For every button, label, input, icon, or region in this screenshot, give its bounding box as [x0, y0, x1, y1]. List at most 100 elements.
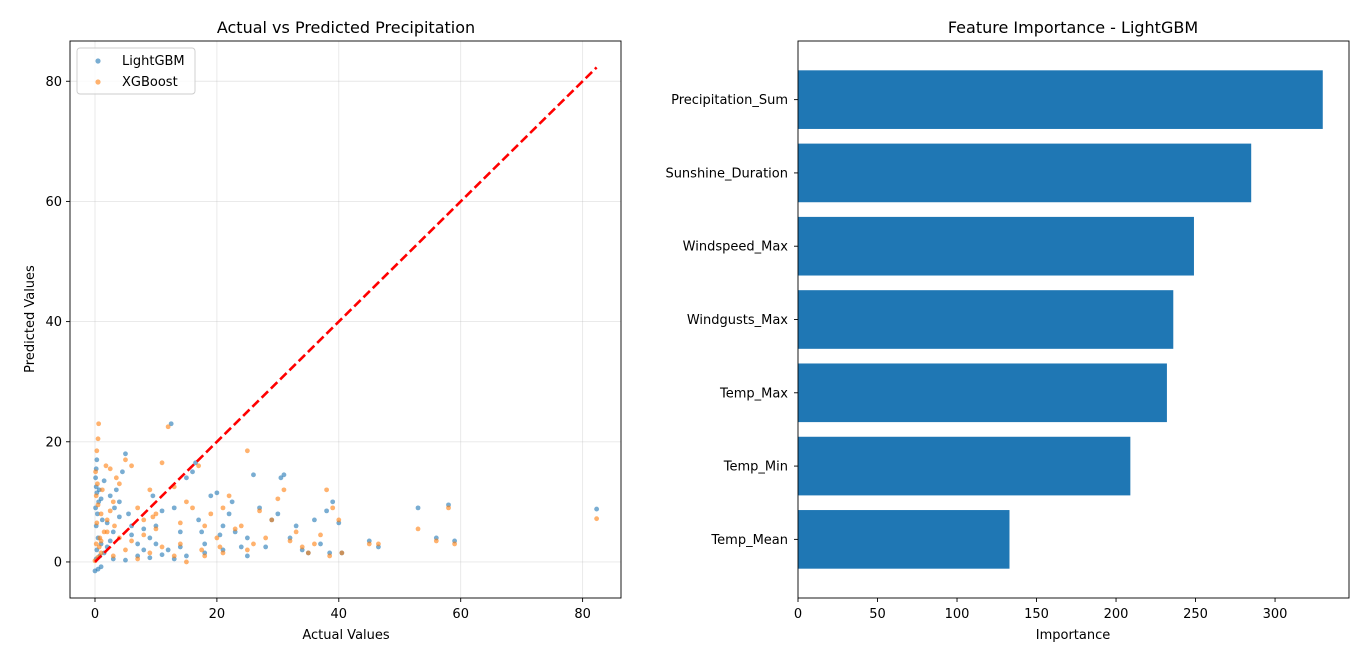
scatter-point — [251, 541, 256, 547]
scatter-point — [99, 487, 105, 493]
scatter-point — [263, 544, 269, 550]
scatter-point — [135, 541, 141, 547]
legend-marker-xgboost — [95, 79, 101, 85]
bar-windgusts-max — [798, 290, 1174, 349]
scatter-point — [113, 487, 119, 493]
scatter-point — [112, 505, 117, 511]
scatter-point — [94, 448, 100, 454]
bar-temp-mean — [798, 510, 1010, 569]
scatter-point — [159, 544, 165, 550]
scatter-point — [95, 511, 100, 517]
scatter-point — [98, 538, 104, 544]
bar-x-tick-label: 150 — [1024, 607, 1049, 622]
scatter-point — [184, 499, 189, 505]
scatter-point — [433, 538, 439, 544]
scatter-point — [141, 526, 147, 532]
bar-series — [798, 70, 1323, 569]
scatter-point — [95, 436, 101, 442]
scatter-x-label: Actual Values — [302, 628, 390, 643]
scatter-point — [107, 466, 113, 472]
scatter-point — [196, 517, 202, 523]
bar-category-label: Temp_Min — [723, 460, 788, 475]
series-lightgbm — [92, 421, 600, 574]
scatter-point — [251, 472, 256, 478]
scatter-point — [269, 517, 275, 523]
scatter-point — [217, 532, 223, 538]
scatter-point — [177, 541, 183, 547]
scatter-point — [257, 508, 262, 514]
scatter-point — [244, 448, 250, 454]
bar-category-label: Temp_Max — [719, 386, 788, 401]
scatter-point — [244, 535, 250, 541]
scatter-x-tick-label: 20 — [209, 607, 226, 622]
bar-x-tick-label: 300 — [1263, 607, 1288, 622]
scatter-point — [141, 532, 147, 538]
scatter-point — [220, 523, 226, 529]
scatter-point — [281, 487, 287, 493]
bar-category-label: Windgusts_Max — [687, 313, 788, 328]
scatter-point — [150, 514, 156, 520]
scatter-point — [98, 550, 104, 556]
scatter-point — [126, 511, 131, 517]
scatter-point — [193, 460, 198, 466]
scatter-point — [312, 517, 317, 523]
scatter-point — [116, 499, 122, 505]
scatter-point — [177, 529, 183, 535]
bar-subplot: Feature Importance - LightGBM 0 50 100 150 2… — [665, 18, 1350, 643]
bar-title: Feature Importance - LightGBM — [948, 18, 1198, 37]
scatter-point — [202, 553, 208, 559]
scatter-point — [229, 499, 235, 505]
scatter-y-tick-label: 20 — [45, 435, 62, 450]
scatter-point — [244, 547, 250, 553]
bar-sunshine-duration — [798, 143, 1252, 203]
scatter-point — [107, 493, 113, 499]
scatter-x-tick-label: 80 — [574, 607, 591, 622]
scatter-point — [103, 463, 109, 469]
bar-x-ticks: 0 50 100 150 200 250 300 — [794, 598, 1288, 622]
scatter-point — [123, 451, 128, 457]
scatter-point — [112, 523, 117, 529]
scatter-point — [415, 505, 421, 511]
scatter-point — [324, 508, 330, 514]
scatter-point — [95, 481, 100, 487]
scatter-x-tick-label: 40 — [331, 607, 348, 622]
scatter-point — [141, 547, 147, 553]
scatter-point — [376, 541, 381, 547]
scatter-point — [116, 481, 122, 487]
bar-y-ticks: Precipitation_Sum Sunshine_Duration Windsp… — [665, 93, 798, 548]
scatter-point — [129, 532, 134, 538]
scatter-point — [244, 553, 250, 559]
scatter-point — [214, 535, 220, 541]
legend-label-lightgbm: LightGBM — [122, 54, 185, 69]
scatter-point — [594, 516, 600, 522]
scatter-y-tick-label: 60 — [45, 195, 62, 210]
scatter-point — [165, 547, 171, 553]
scatter-point — [113, 475, 119, 481]
scatter-point — [123, 557, 128, 563]
scatter-point — [275, 511, 281, 517]
scatter-point — [147, 550, 153, 556]
scatter-point — [98, 564, 104, 570]
scatter-point — [208, 493, 214, 499]
scatter-point — [293, 529, 299, 535]
scatter-point — [330, 499, 336, 505]
scatter-point — [184, 553, 189, 559]
scatter-point — [190, 469, 195, 475]
scatter-point — [446, 505, 451, 511]
scatter-point — [101, 478, 107, 484]
scatter-point — [159, 460, 165, 466]
scatter-point — [594, 506, 600, 512]
scatter-point — [190, 505, 195, 511]
bar-x-tick-label: 0 — [794, 607, 802, 622]
scatter-point — [208, 511, 214, 517]
scatter-point — [159, 552, 165, 558]
scatter-point — [238, 544, 244, 550]
scatter-point — [452, 541, 458, 547]
scatter-point — [177, 520, 183, 526]
scatter-point — [220, 505, 226, 511]
scatter-point — [263, 535, 269, 541]
scatter-point — [305, 550, 311, 556]
scatter-point — [95, 502, 101, 508]
scatter-point — [275, 496, 281, 502]
